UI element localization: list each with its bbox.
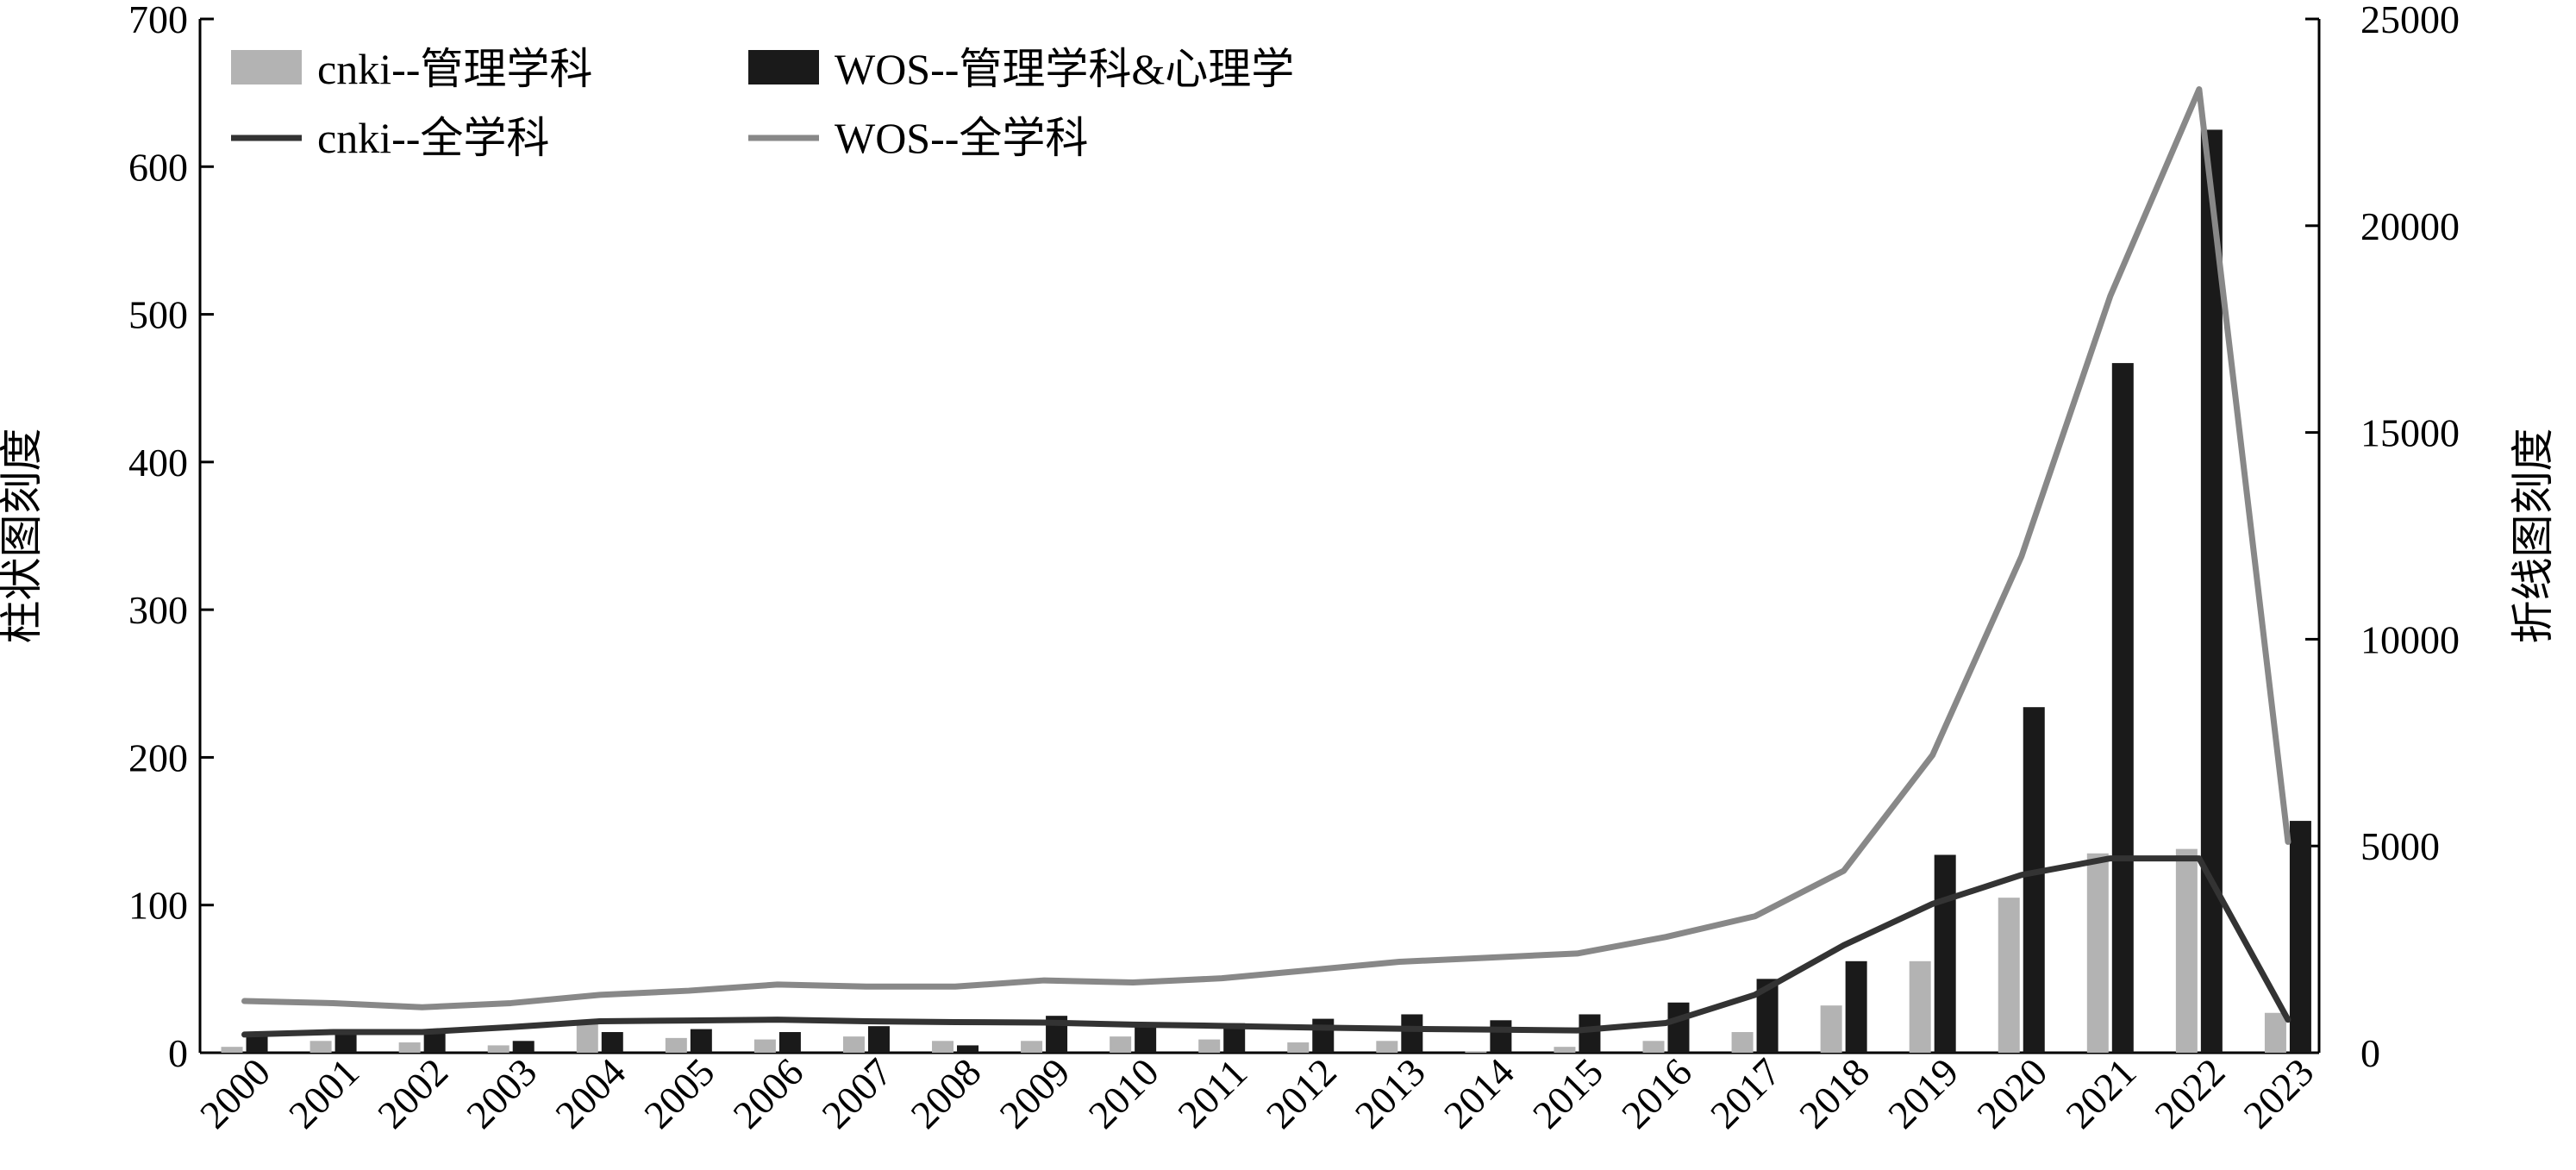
x-tick-label: 2023 [2235, 1049, 2322, 1136]
left-tick-label: 600 [128, 145, 188, 189]
bar-wos-mgmt-psych [867, 1026, 890, 1053]
bar-cnki-mgmt [1465, 1051, 1487, 1053]
x-tick-label: 2022 [2146, 1049, 2233, 1136]
left-tick-label: 100 [128, 884, 188, 928]
bar-cnki-mgmt [1021, 1041, 1043, 1053]
bar-wos-mgmt-psych [690, 1029, 712, 1053]
bar-cnki-mgmt [1820, 1005, 1842, 1053]
legend-item-wos-mgmt-psych-label: WOS--管理学科&心理学 [835, 45, 1294, 93]
bar-cnki-mgmt [1731, 1032, 1754, 1053]
x-tick-label: 2018 [1791, 1049, 1878, 1136]
series-line-wos-all [241, 86, 2292, 1010]
right-tick-label: 0 [2360, 1031, 2380, 1075]
legend-item-wos-mgmt-psych-swatch [748, 50, 819, 84]
bar-wos-mgmt-psych [1934, 854, 1956, 1053]
bar-cnki-mgmt [2175, 848, 2198, 1053]
series-line-cnki-all [241, 855, 2292, 1038]
bar-wos-mgmt-psych [423, 1032, 446, 1053]
legend-item-cnki-mgmt-swatch [231, 50, 302, 84]
bars [221, 129, 2311, 1054]
bar-cnki-mgmt [1287, 1042, 1310, 1053]
x-tick-label: 2007 [813, 1049, 900, 1136]
x-tick-label: 2005 [635, 1049, 722, 1136]
bar-wos-mgmt-psych [2023, 707, 2045, 1053]
bar-cnki-mgmt [1909, 960, 1931, 1053]
x-tick-label: 2019 [1879, 1049, 1966, 1136]
bar-cnki-mgmt [2086, 853, 2109, 1053]
x-tick-label: 2020 [1968, 1049, 2055, 1136]
right-tick-label: 10000 [2360, 617, 2460, 661]
bar-wos-mgmt-psych [778, 1032, 801, 1053]
bar-wos-mgmt-psych [2289, 821, 2311, 1053]
left-tick-label: 200 [128, 735, 188, 779]
bar-cnki-mgmt [309, 1041, 332, 1053]
bar-cnki-mgmt [576, 1023, 598, 1053]
x-tick-label: 2017 [1702, 1049, 1789, 1136]
legend-item-wos-all-label: WOS--全学科 [835, 114, 1088, 162]
x-tick-label: 2004 [547, 1049, 634, 1136]
x-tick-label: 2010 [1080, 1049, 1167, 1136]
left-tick-label: 0 [168, 1031, 188, 1075]
x-tick-label: 2021 [2057, 1049, 2144, 1136]
legend-item-cnki-mgmt-label: cnki--管理学科 [317, 45, 592, 93]
x-tick-label: 2016 [1613, 1049, 1700, 1136]
bar-wos-mgmt-psych [512, 1041, 535, 1053]
x-tick-label: 2002 [369, 1049, 456, 1136]
bar-wos-mgmt-psych [335, 1032, 357, 1053]
right-axis-title: 折线图刻度 [2508, 429, 2558, 644]
x-tick-label: 2013 [1347, 1049, 1434, 1136]
bar-wos-mgmt-psych [1579, 1014, 1601, 1053]
x-tick-label: 2009 [991, 1049, 1079, 1136]
right-tick-label: 15000 [2360, 411, 2460, 455]
bar-cnki-mgmt [487, 1045, 510, 1053]
bar-cnki-mgmt [1998, 898, 2020, 1053]
bar-cnki-mgmt [398, 1042, 421, 1053]
left-tick-label: 700 [128, 0, 188, 41]
bar-cnki-mgmt [932, 1041, 954, 1053]
left-tick-label: 400 [128, 441, 188, 485]
bar-cnki-mgmt [842, 1036, 865, 1053]
legend: cnki--管理学科 WOS--管理学科&心理学 cnki--全学科 WOS--全学科 [231, 45, 1294, 162]
right-tick-label: 20000 [2360, 204, 2460, 248]
bar-wos-mgmt-psych [1135, 1026, 1157, 1053]
left-tick-label: 500 [128, 293, 188, 337]
lines [241, 86, 2292, 1038]
bar-wos-mgmt-psych [1490, 1020, 1512, 1053]
bar-wos-mgmt-psych [957, 1045, 979, 1053]
x-tick-label: 2003 [458, 1049, 545, 1136]
x-tick-label: 2012 [1258, 1049, 1345, 1136]
x-tick-label: 2006 [724, 1049, 811, 1136]
bar-wos-mgmt-psych [1667, 1002, 1690, 1053]
x-tick-label: 2014 [1435, 1049, 1522, 1136]
left-tick-label: 300 [128, 588, 188, 632]
right-tick-label: 5000 [2360, 824, 2440, 868]
right-tick-label: 25000 [2360, 0, 2460, 41]
bar-wos-mgmt-psych [1401, 1014, 1423, 1053]
x-tick-label: 2015 [1524, 1049, 1611, 1136]
bar-wos-mgmt-psych [1312, 1018, 1335, 1053]
bar-cnki-mgmt [665, 1037, 687, 1053]
x-tick-label: 2000 [191, 1049, 278, 1136]
left-axis-title: 柱状图刻度 [0, 429, 47, 644]
x-tick-label: 2008 [902, 1049, 989, 1136]
bar-cnki-mgmt [1110, 1036, 1132, 1053]
legend-item-cnki-all-label: cnki--全学科 [317, 114, 549, 162]
bar-wos-mgmt-psych [1845, 960, 1867, 1053]
bar-cnki-mgmt [753, 1039, 776, 1053]
bar-cnki-mgmt [1376, 1041, 1398, 1053]
bar-wos-mgmt-psych [601, 1032, 623, 1053]
bar-cnki-mgmt [1554, 1047, 1576, 1053]
bar-cnki-mgmt [2264, 1012, 2286, 1053]
bar-cnki-mgmt [221, 1047, 243, 1053]
bar-cnki-mgmt [1642, 1041, 1665, 1053]
bar-cnki-mgmt [1198, 1039, 1221, 1053]
x-tick-label: 2011 [1169, 1050, 1255, 1136]
x-tick-label: 2001 [280, 1049, 367, 1136]
axes: 0 100 200 300 400 500 600 700 0 5000 10000 15000 200… [0, 0, 2558, 1137]
bar-wos-mgmt-psych [2111, 363, 2134, 1053]
